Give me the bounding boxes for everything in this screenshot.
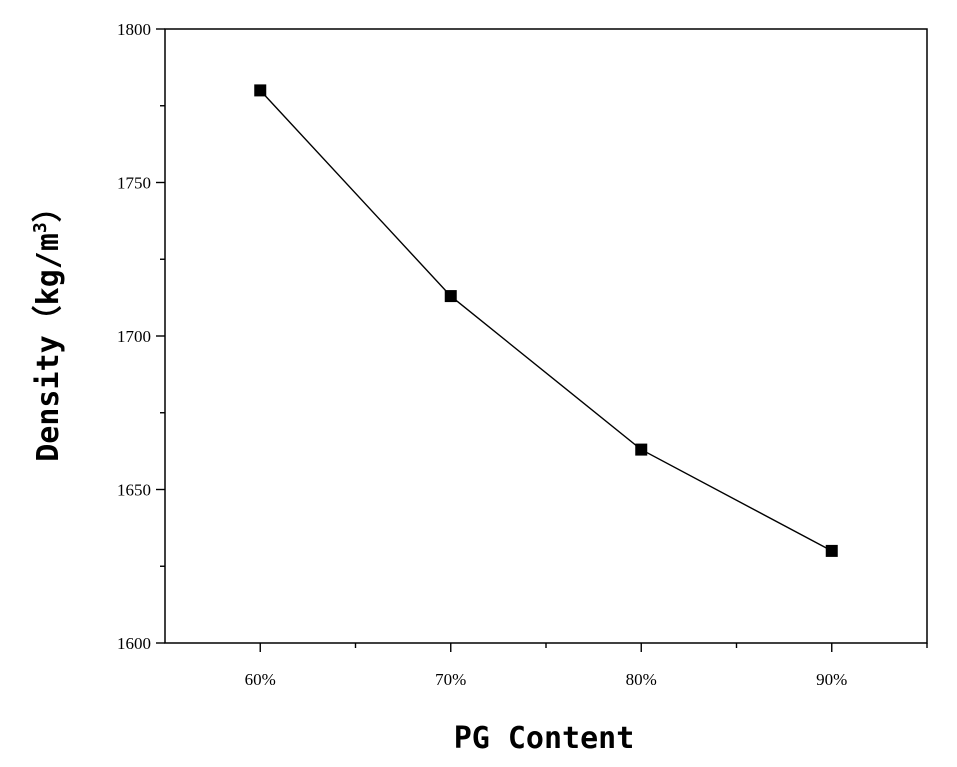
x-tick-label: 80% <box>626 670 657 689</box>
x-tick-label: 60% <box>245 670 276 689</box>
series-markers <box>254 84 838 557</box>
y-tick-label: 1750 <box>117 174 151 193</box>
x-axis: 60% 70% 80% 90% <box>245 643 928 689</box>
y-axis-title: Density（kg/m3） <box>30 192 66 462</box>
series-line <box>259 89 833 552</box>
x-axis-title: PG Content <box>454 721 635 756</box>
y-tick-label: 1600 <box>117 634 151 653</box>
data-point <box>825 544 838 557</box>
y-axis-title-superscript: 3 <box>30 222 51 233</box>
x-tick-label: 70% <box>435 670 466 689</box>
y-axis-title-suffix: ） <box>31 192 66 222</box>
y-tick-label: 1650 <box>117 481 151 500</box>
x-tick-label: 90% <box>816 670 847 689</box>
y-tick-label: 1700 <box>117 327 151 346</box>
plot-frame <box>164 28 928 644</box>
data-point <box>254 84 267 97</box>
y-axis-title-prefix: Density（kg/m <box>31 233 66 462</box>
data-point <box>635 443 648 456</box>
y-tick-label: 1800 <box>117 20 151 39</box>
data-point <box>444 290 457 303</box>
y-axis: 1600 1650 1700 1750 1800 <box>117 20 165 653</box>
